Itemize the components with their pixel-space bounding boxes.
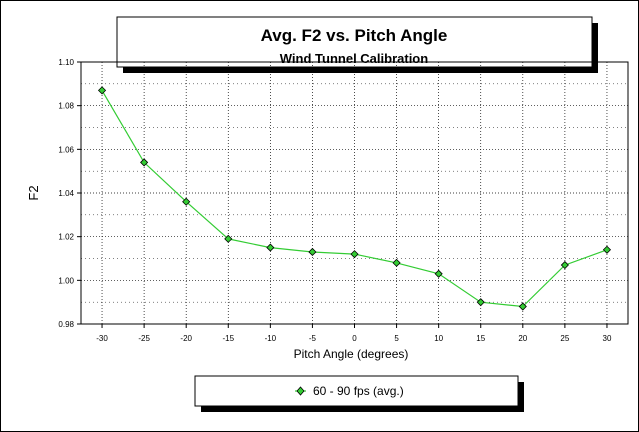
y-tick-label: 0.98 [58,320,74,329]
data-point [434,269,443,278]
grid [81,62,628,324]
legend-marker [296,386,305,396]
x-tick-label: 25 [560,334,569,343]
data-point [97,86,107,95]
x-tick-label: -30 [96,334,108,343]
x-tick-label: -15 [222,334,234,343]
series-group [97,86,612,311]
data-point [392,258,401,267]
x-tick-label: -5 [309,334,317,343]
y-tick-label: 1.02 [58,233,74,242]
data-point [350,250,359,259]
x-tick-label: 30 [603,334,612,343]
data-point [602,245,612,254]
x-tick-label: -20 [180,334,192,343]
x-tick-label: 15 [476,334,485,343]
y-tick-label: 1.10 [58,58,74,67]
x-tick-label: 20 [518,334,527,343]
y-tick-label: 1.06 [58,145,74,154]
x-tick-label: 10 [434,334,443,343]
y-axis-label: F2 [26,185,41,200]
data-point [560,260,569,270]
y-axis-ticks: 0.98 1.00 1.02 1.04 1.06 1.08 1.10 [58,58,81,329]
data-point [308,247,317,257]
y-tick-label: 1.04 [58,189,74,198]
y-tick-label: 1.08 [58,102,74,111]
chart-subtitle: Wind Tunnel Calibration [280,51,428,66]
data-point [266,243,275,252]
x-axis-label: Pitch Angle (degrees) [294,347,409,361]
data-point [182,197,191,206]
legend: 60 - 90 fps (avg.) [194,375,524,412]
data-point [476,298,485,307]
x-tick-label: -10 [265,334,277,343]
data-point [518,302,527,311]
chart-title: Avg. F2 vs. Pitch Angle [261,26,448,45]
x-axis-ticks: -30 -25 -20 -15 -10 -5 0 5 10 15 20 25 30 [96,324,612,343]
y-tick-label: 1.00 [58,276,74,285]
data-point [140,158,149,167]
x-tick-label: -25 [138,334,150,343]
legend-label: 60 - 90 fps (avg.) [313,384,404,398]
title-box: Avg. F2 vs. Pitch Angle Wind Tunnel Cali… [116,16,598,73]
x-tick-label: 5 [394,334,399,343]
data-point [224,234,233,243]
x-tick-label: 0 [352,334,357,343]
